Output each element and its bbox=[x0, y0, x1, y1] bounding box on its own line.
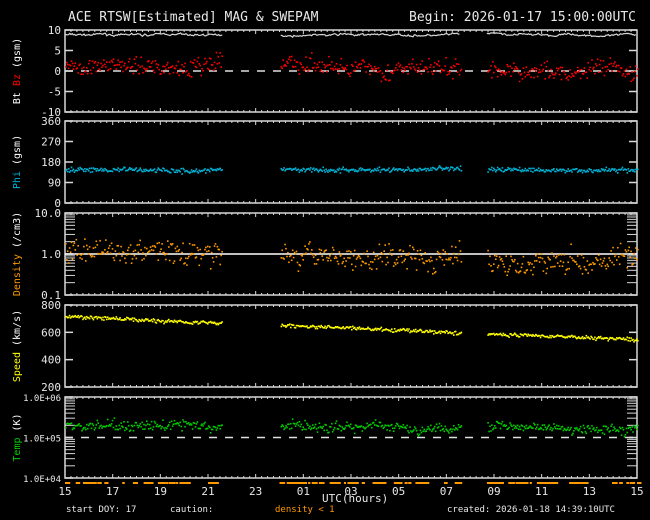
caution-value: density < 1 bbox=[275, 505, 335, 515]
y-tick-label: 400 bbox=[41, 354, 61, 367]
x-tick-label: 19 bbox=[154, 485, 167, 498]
y-tick-label: 10.0 bbox=[35, 207, 62, 220]
y-tick-label: 1.0E+04 bbox=[23, 475, 61, 485]
y-tick-label: 180 bbox=[41, 156, 61, 169]
y-tick-label: -10 bbox=[41, 106, 61, 119]
begin-timestamp: Begin: 2026-01-17 15:00:00UTC bbox=[409, 10, 636, 25]
series-temp bbox=[65, 417, 639, 438]
x-tick-label: 15 bbox=[630, 485, 643, 498]
panel-bt-bz: -10 -5 0 5 10 Bt Bz (gsm) bbox=[12, 24, 639, 119]
y-tick-label: 0 bbox=[54, 197, 61, 210]
y-axis-label: Density (/cm3) bbox=[12, 212, 23, 296]
x-tick-label: 13 bbox=[583, 485, 596, 498]
series-bt bbox=[64, 31, 637, 39]
chart-title: ACE RTSW[Estimated] MAG & SWEPAM bbox=[68, 10, 319, 25]
y-tick-label: 1.0E+06 bbox=[23, 394, 61, 404]
series-density bbox=[65, 238, 639, 277]
y-tick-label: 10 bbox=[48, 24, 61, 37]
panel-speed: 200 400 600 800 Speed (km/s) bbox=[12, 299, 639, 394]
y-tick-label: 1.0E+05 bbox=[23, 435, 61, 445]
panel-density: 0.1 1.0 10.0 Density (/cm3) bbox=[12, 207, 639, 302]
series-phi bbox=[65, 165, 639, 175]
y-axis-label: Phi (gsm) bbox=[12, 135, 23, 189]
caution-label: caution: bbox=[170, 505, 214, 515]
x-tick-label: 05 bbox=[392, 485, 405, 498]
y-tick-label: 0.1 bbox=[41, 289, 61, 302]
y-axis-label: Bt Bz (gsm) bbox=[12, 38, 23, 104]
x-tick-label: 23 bbox=[249, 485, 262, 498]
created-timestamp: created: 2026-01-18 14:39:10UTC bbox=[447, 505, 615, 515]
y-axis-label: Speed (km/s) bbox=[12, 310, 23, 382]
y-axis-label: Temp (K) bbox=[12, 413, 23, 461]
y-tick-label: 800 bbox=[41, 299, 61, 312]
x-tick-label: 07 bbox=[440, 485, 453, 498]
y-tick-label: 200 bbox=[41, 381, 61, 394]
series-speed bbox=[65, 314, 639, 343]
y-tick-label: 360 bbox=[41, 115, 61, 128]
start-doy: start DOY: 17 bbox=[66, 505, 137, 515]
y-tick-label: 270 bbox=[41, 136, 61, 149]
x-tick-label: 17 bbox=[106, 485, 119, 498]
panel-phi: 0 90 180 270 360 Phi (gsm) bbox=[12, 115, 639, 210]
y-tick-label: 1.0 bbox=[41, 248, 61, 261]
x-tick-label: 01 bbox=[297, 485, 310, 498]
x-tick-label: 03 bbox=[344, 485, 357, 498]
x-axis-title: UTC(hours) bbox=[322, 492, 389, 505]
series-bz bbox=[65, 51, 639, 83]
y-tick-label: 5 bbox=[54, 45, 61, 58]
y-tick-label: 0 bbox=[54, 65, 61, 78]
x-tick-label: 09 bbox=[487, 485, 500, 498]
x-tick-label: 21 bbox=[201, 485, 214, 498]
y-tick-label: 90 bbox=[48, 177, 61, 190]
y-tick-label: 600 bbox=[41, 326, 61, 339]
x-tick-label: 11 bbox=[535, 485, 548, 498]
x-tick-label: 15 bbox=[58, 485, 71, 498]
y-tick-label: -5 bbox=[48, 86, 61, 99]
caution-density-bar bbox=[65, 482, 642, 484]
